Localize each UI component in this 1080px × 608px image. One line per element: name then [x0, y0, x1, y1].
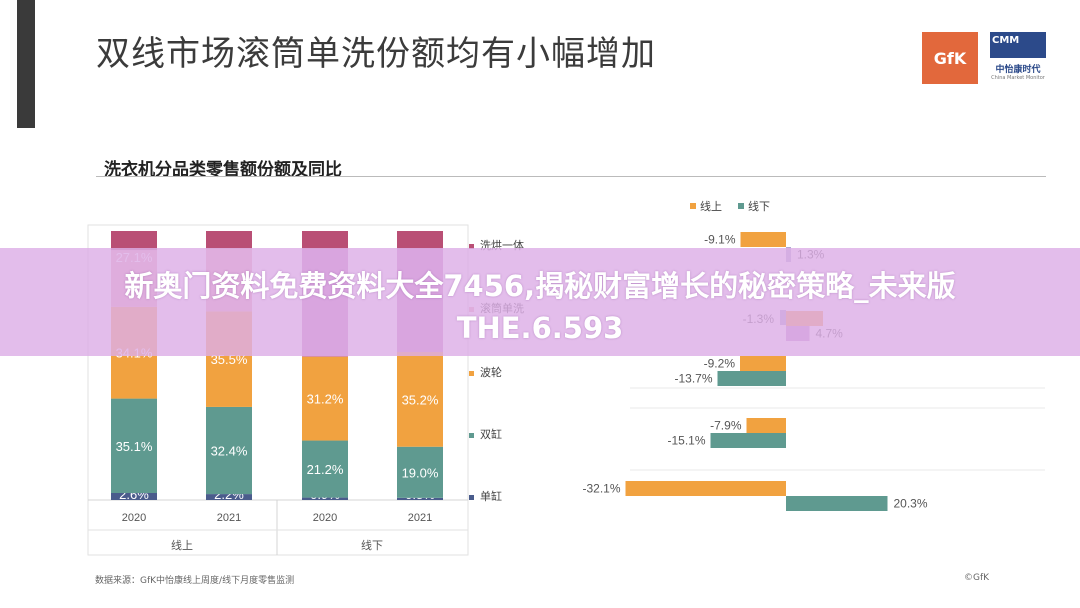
yoy-bar-单缸-线上: [625, 481, 786, 496]
cmm-logo-sub: China Market Monitor: [991, 75, 1045, 81]
left-accent-bar: [17, 0, 35, 128]
bar-data-label: 19.0%: [402, 465, 439, 480]
bar-2020-0-单缸: [111, 493, 157, 500]
bar-2020-0-双缸: [111, 398, 157, 494]
yoy-bar-洗烘一体-线上: [740, 232, 786, 247]
bar-2021-3-双缸: [397, 446, 443, 498]
yoy-bar-双缸-线上: [746, 418, 786, 433]
bar-2021-3-洗烘一体: [397, 231, 443, 249]
yoy-data-label: -9.2%: [704, 357, 736, 371]
legend-swatch-洗烘一体: [469, 244, 474, 249]
page-title: 双线市场滚筒单洗份额均有小幅增加: [96, 34, 656, 74]
yoy-bar-波轮-线上: [740, 356, 786, 371]
data-source-note: 数据来源：GfK中怡康线上周度/线下月度零售监测: [95, 576, 295, 586]
banner-line-2: THE.6.593: [456, 311, 624, 345]
bar-2020-2-波轮: [302, 356, 348, 441]
yoy-data-label: -13.7%: [674, 372, 712, 386]
legend-label-波轮: 波轮: [480, 365, 502, 379]
x-tick-label-3: 2021: [408, 512, 432, 524]
stacked-plot-frame: [87, 224, 469, 556]
yoy-data-label: -15.1%: [667, 434, 705, 448]
cmm-logo-text: CMM: [992, 35, 1020, 46]
legend-label-单缸: 单缸: [480, 489, 502, 503]
bar-2021-3-单缸: [397, 497, 443, 500]
x-tick-label-0: 2020: [122, 512, 146, 524]
banner-line-1: 新奥门资料免费资料大全7456,揭秘财富增长的秘密策略_未来版: [124, 269, 956, 303]
bar-2020-0-洗烘一体: [111, 231, 157, 251]
yoy-data-label: -7.9%: [710, 419, 742, 433]
legend-swatch-双缸: [469, 433, 474, 438]
bar-data-label: 35.1%: [116, 439, 153, 454]
legend-swatch-offline: [738, 203, 744, 209]
chart-title: 洗衣机分品类零售额份额及同比: [104, 160, 342, 180]
bar-2021-1-洗烘一体: [206, 231, 252, 249]
group-label-online: 线上: [171, 538, 193, 552]
x-tick-label-2: 2020: [313, 512, 337, 524]
bar-2021-3-波轮: [397, 352, 443, 447]
bar-data-label: 35.2%: [402, 392, 439, 407]
legend-swatch-波轮: [469, 371, 474, 376]
cmm-logo: CMM 中怡康时代 China Market Monitor: [988, 32, 1048, 84]
cmm-logo-name: 中怡康时代: [995, 65, 1041, 75]
legend-label-offline: 线下: [748, 199, 770, 213]
gfk-logo: GfK: [922, 32, 978, 84]
bar-data-label: 32.4%: [211, 444, 248, 459]
cmm-logo-box: [990, 32, 1046, 58]
legend-label-online: 线上: [700, 199, 722, 213]
legend-swatch-单缸: [469, 495, 474, 500]
bar-data-label: 31.2%: [307, 392, 344, 407]
copyright-note: ©GfK: [964, 573, 990, 583]
yoy-data-label: 20.3%: [894, 497, 928, 511]
bar-2020-2-洗烘一体: [302, 231, 348, 249]
banner-text: 新奥门资料免费资料大全7456,揭秘财富增长的秘密策略_未来版 THE.6.59…: [0, 265, 1080, 349]
bar-2021-1-单缸: [206, 494, 252, 500]
group-label-offline: 线下: [361, 538, 383, 552]
legend-swatch-online: [690, 203, 696, 209]
banner-overlay: [0, 248, 1080, 356]
yoy-bar-波轮-线下: [717, 371, 786, 386]
yoy-data-label: -9.1%: [704, 233, 736, 247]
bar-data-label: 21.2%: [307, 462, 344, 477]
yoy-bar-单缸-线下: [786, 496, 888, 511]
bar-2020-2-双缸: [302, 440, 348, 498]
yoy-bar-双缸-线下: [710, 433, 786, 448]
bar-2020-2-单缸: [302, 497, 348, 500]
legend-label-双缸: 双缸: [480, 427, 502, 441]
x-tick-label-1: 2021: [217, 512, 241, 524]
yoy-data-label: -32.1%: [582, 482, 620, 496]
bar-2021-1-双缸: [206, 406, 252, 495]
title-divider: [96, 176, 1046, 177]
gfk-logo-text: GfK: [933, 48, 967, 68]
